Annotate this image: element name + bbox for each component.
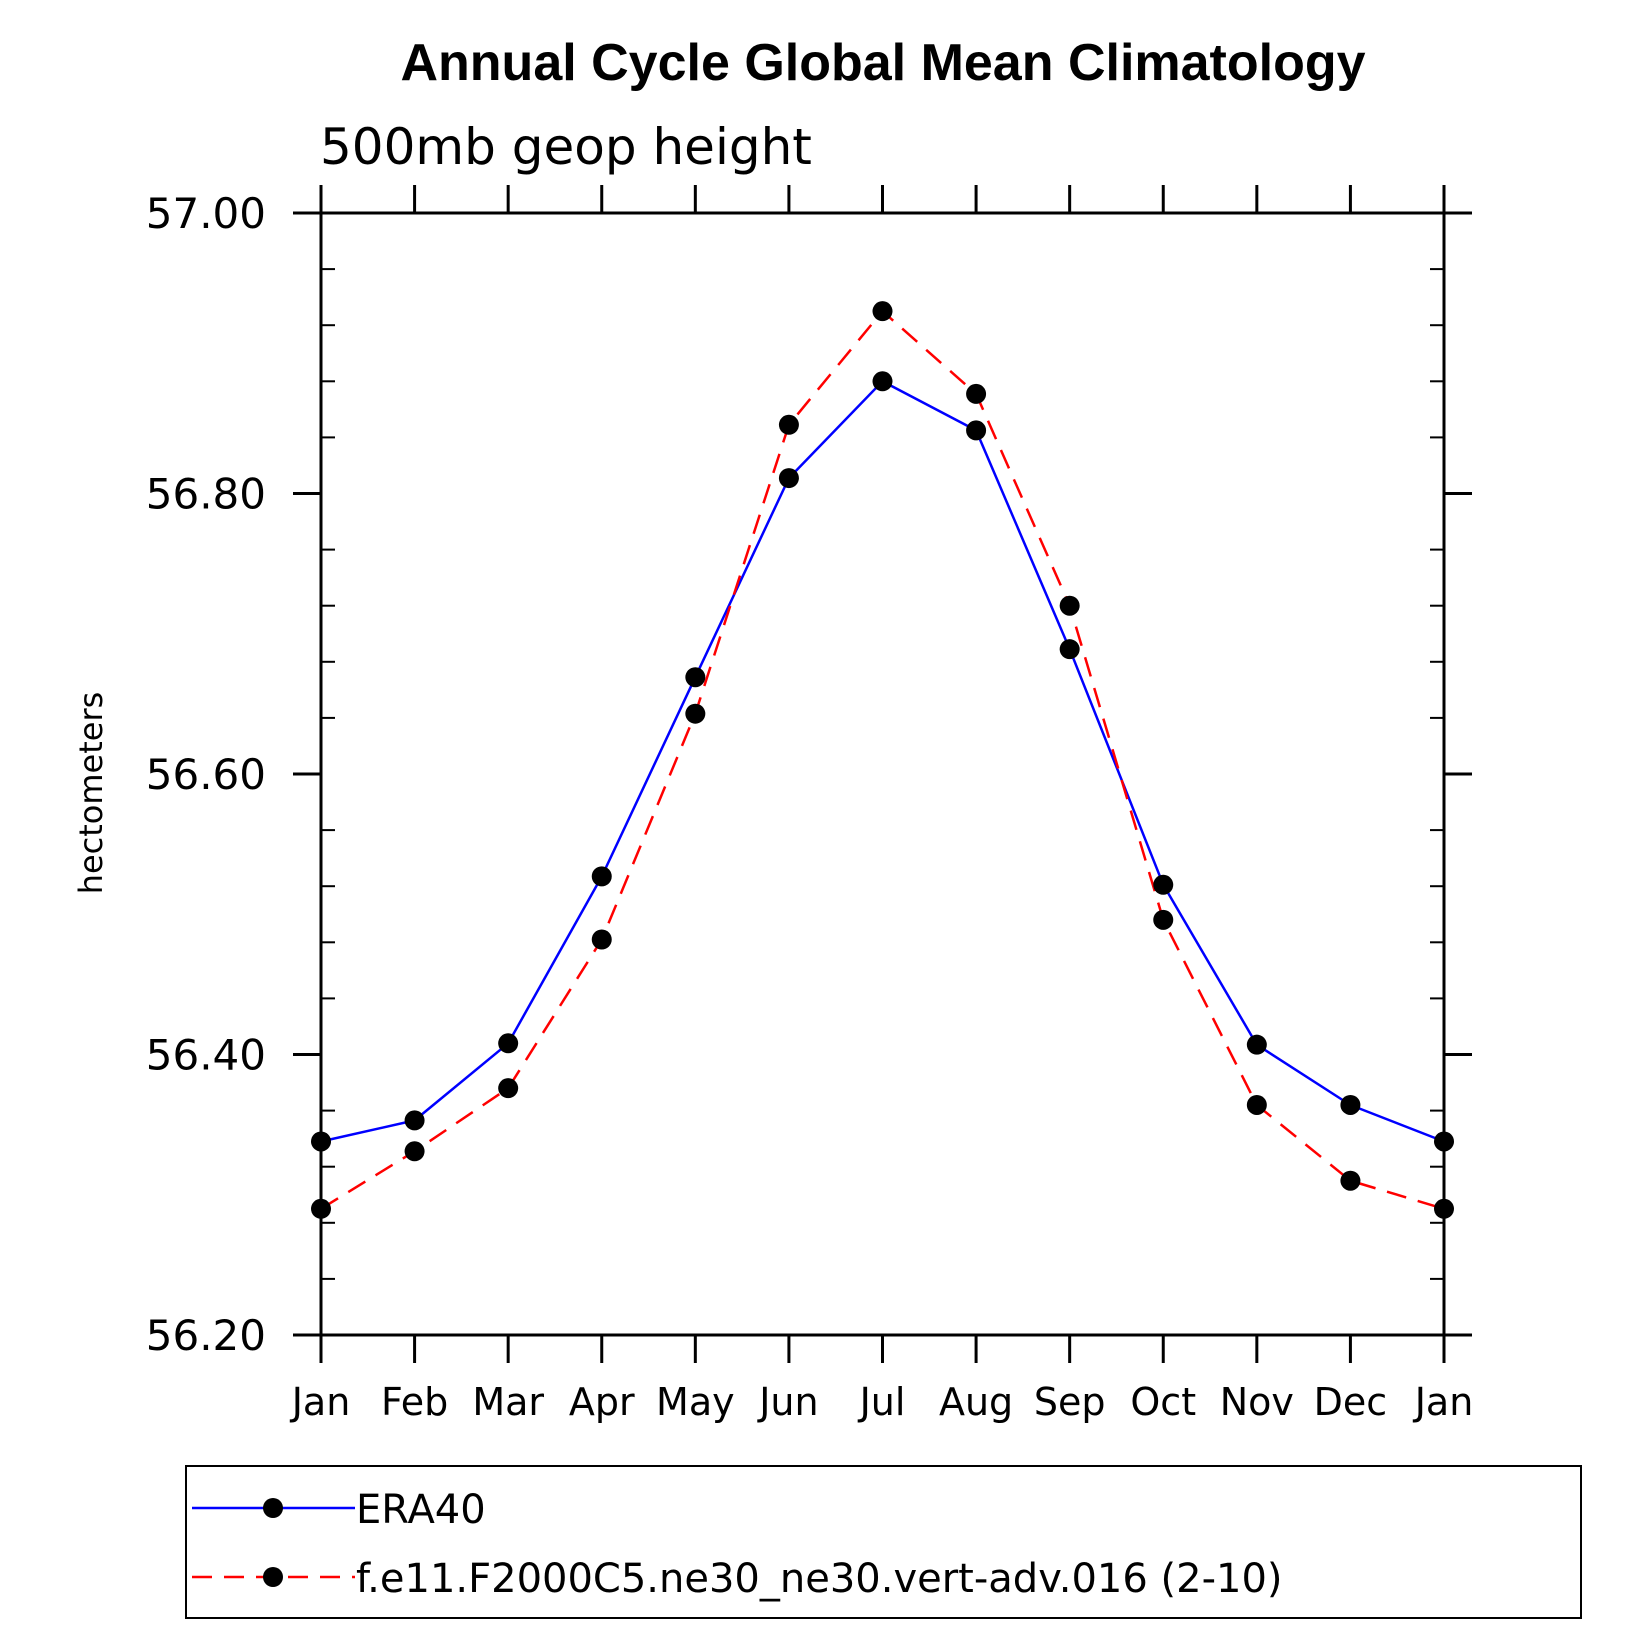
x-tick-label: Aug <box>939 1380 1013 1424</box>
data-point-series-1 <box>311 1198 331 1219</box>
data-point-series-1 <box>966 383 987 404</box>
legend-marker-model <box>263 1567 283 1587</box>
x-tick-label: Apr <box>569 1380 635 1424</box>
legend-box <box>185 1465 1582 1619</box>
data-point-series-1 <box>1153 909 1174 930</box>
y-tick-label: 56.20 <box>146 1311 266 1360</box>
y-tick-label: 57.00 <box>146 189 266 238</box>
data-point-series-0 <box>685 667 706 688</box>
data-point-series-1 <box>778 414 799 435</box>
data-point-series-0 <box>591 866 612 887</box>
data-point-series-0 <box>1246 1034 1267 1055</box>
chart-title: Annual Cycle Global Mean Climatology <box>400 34 1365 92</box>
x-tick-label: Dec <box>1314 1380 1388 1424</box>
data-point-series-1 <box>1246 1094 1267 1115</box>
data-point-series-0 <box>311 1131 331 1152</box>
x-tick-label: Jul <box>858 1380 906 1424</box>
series-line-1 <box>320 309 1445 1210</box>
data-point-series-0 <box>1153 874 1174 895</box>
data-point-series-0 <box>498 1033 519 1054</box>
legend: ERA40 f.e11.F2000C5.ne30_ne30.vert-adv.0… <box>185 1465 1582 1619</box>
y-tick-label: 56.80 <box>146 470 266 519</box>
series-lines <box>320 309 1445 1210</box>
data-point-series-1 <box>591 929 612 950</box>
data-point-series-1 <box>872 301 893 322</box>
axis-ticks: Jan Feb Mar Apr May Jun Jul Aug Sep Oct Nov Dec Jan 5… <box>146 185 1474 1424</box>
data-point-series-0 <box>1340 1094 1361 1115</box>
data-point-series-1 <box>685 703 706 724</box>
series-line-0 <box>320 380 1445 1143</box>
x-tick-label: Jan <box>290 1380 351 1424</box>
legend-label-model: f.e11.F2000C5.ne30_ne30.vert-adv.016 (2-… <box>356 1556 1283 1602</box>
data-point-series-1 <box>404 1141 425 1162</box>
data-point-series-0 <box>1059 639 1080 660</box>
x-tick-label: Jan <box>1413 1380 1474 1424</box>
x-tick-label: Feb <box>381 1380 448 1424</box>
data-point-series-0 <box>966 420 987 441</box>
legend-label-era40: ERA40 <box>356 1487 486 1533</box>
x-tick-label: Oct <box>1130 1380 1196 1424</box>
data-point-series-0 <box>778 468 799 489</box>
y-axis-label: hectometers <box>72 692 110 895</box>
x-tick-label: Mar <box>472 1380 544 1424</box>
legend-marker-era40 <box>263 1498 283 1518</box>
data-point-series-1 <box>498 1078 519 1099</box>
series-markers <box>311 301 1454 1219</box>
data-point-series-0 <box>872 371 893 392</box>
data-point-series-0 <box>1434 1131 1454 1152</box>
y-tick-label: 56.60 <box>146 750 266 799</box>
x-tick-label: Jun <box>757 1380 818 1424</box>
data-point-series-1 <box>1434 1198 1454 1219</box>
x-tick-label: May <box>656 1380 735 1424</box>
x-tick-label: Sep <box>1034 1380 1106 1424</box>
chart-subtitle: 500mb geop height <box>320 118 812 176</box>
x-tick-label: Nov <box>1220 1380 1294 1424</box>
data-point-series-1 <box>1340 1170 1361 1191</box>
data-point-series-1 <box>1059 595 1080 616</box>
y-tick-label: 56.40 <box>146 1031 266 1080</box>
data-point-series-0 <box>404 1110 425 1131</box>
